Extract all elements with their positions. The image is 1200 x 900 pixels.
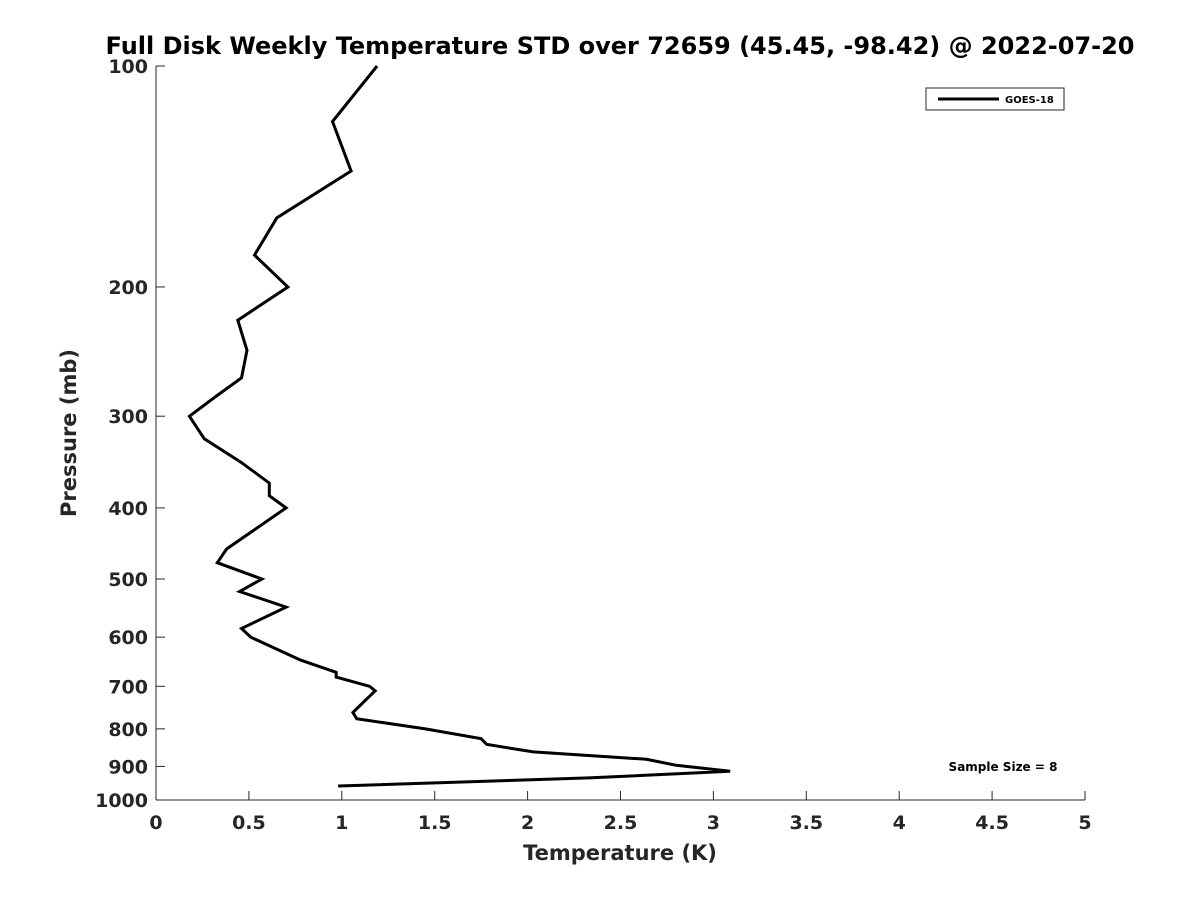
x-tick-label: 0.5	[232, 812, 266, 834]
y-tick-label: 700	[108, 676, 148, 698]
sample-size-annotation: Sample Size = 8	[949, 760, 1058, 774]
chart-title: Full Disk Weekly Temperature STD over 72…	[106, 32, 1135, 60]
y-tick-label: 100	[108, 56, 148, 78]
legend-label-goes-18: GOES-18	[1005, 95, 1054, 106]
y-ticks: 100 200 300 400 500 600 700 800 900 1000	[95, 56, 165, 812]
y-axis-label: Pressure (mb)	[57, 349, 81, 517]
series-layer	[187, 65, 731, 788]
x-tick-label: 1	[335, 812, 348, 834]
y-tick-label: 400	[108, 498, 148, 520]
y-tick-label: 600	[108, 627, 148, 649]
x-ticks: 0 0.5 1 1.5 2 2.5 3 3.5 4 4.5 5	[149, 791, 1092, 834]
y-tick-label: 800	[108, 719, 148, 741]
x-tick-label: 5	[1078, 812, 1091, 834]
x-tick-label: 4.5	[975, 812, 1009, 834]
y-tick-label: 500	[108, 569, 148, 591]
x-tick-label: 0	[149, 812, 162, 834]
x-tick-label: 3.5	[789, 812, 823, 834]
x-tick-label: 1.5	[418, 812, 452, 834]
y-tick-label: 200	[108, 277, 148, 299]
x-tick-label: 4	[893, 812, 906, 834]
y-tick-label: 300	[108, 406, 148, 428]
x-tick-label: 2.5	[604, 812, 638, 834]
y-tick-label: 900	[108, 756, 148, 778]
x-tick-label: 2	[521, 812, 534, 834]
series-line-goes-18	[187, 65, 731, 788]
x-tick-label: 3	[707, 812, 720, 834]
legend: GOES-18	[925, 87, 1065, 111]
y-tick-label: 1000	[95, 790, 148, 812]
x-axis-label: Temperature (K)	[523, 841, 717, 865]
